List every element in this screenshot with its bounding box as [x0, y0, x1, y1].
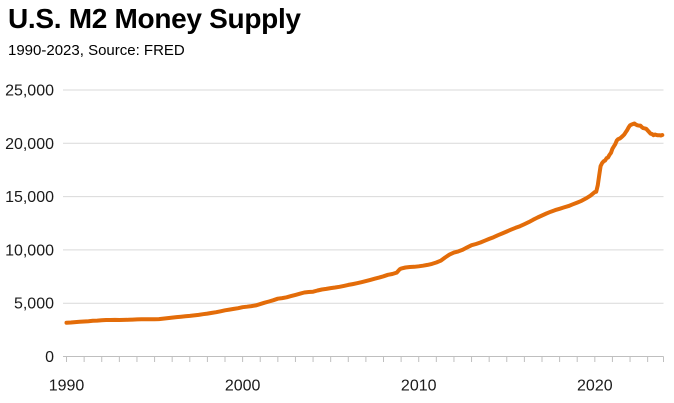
x-axis-tick-label: 2020	[577, 378, 613, 395]
chart-subtitle: 1990-2023, Source: FRED	[8, 42, 185, 59]
y-axis-tick-label: 0	[45, 349, 54, 366]
y-axis-tick-label: 10,000	[5, 242, 54, 259]
m2-series-line	[64, 121, 665, 325]
x-axis-tick-label: 2000	[225, 378, 261, 395]
y-axis-tick-label: 25,000	[5, 83, 54, 100]
x-axis-tick-label: 2010	[401, 378, 437, 395]
chart-title: U.S. M2 Money Supply	[8, 3, 301, 34]
y-axis-tick-label: 15,000	[5, 189, 54, 206]
y-axis-tick-label: 5,000	[14, 296, 54, 313]
y-axis-tick-label: 20,000	[5, 136, 54, 153]
x-axis-tick-label: 1990	[49, 378, 85, 395]
